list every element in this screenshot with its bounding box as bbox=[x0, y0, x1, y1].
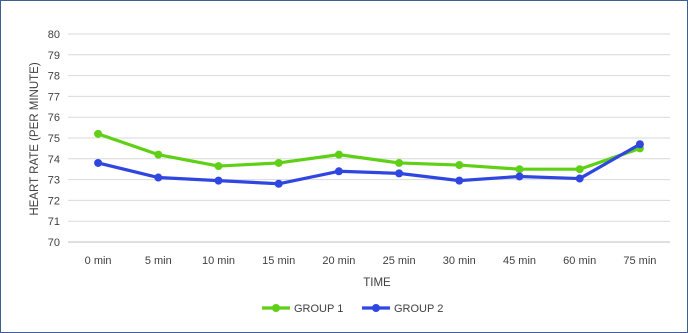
y-tick-label: 75 bbox=[48, 133, 60, 145]
y-tick-label: 76 bbox=[48, 112, 60, 124]
data-point bbox=[515, 172, 524, 181]
data-point bbox=[334, 167, 343, 176]
y-tick-label: 72 bbox=[48, 195, 60, 207]
data-point bbox=[154, 173, 163, 182]
legend-label: GROUP 2 bbox=[394, 303, 443, 315]
data-point bbox=[635, 140, 644, 149]
data-point bbox=[395, 158, 404, 167]
legend: GROUP 1 GROUP 2 bbox=[262, 303, 443, 315]
x-tick-label: 60 min bbox=[563, 255, 596, 267]
series-lines bbox=[94, 129, 644, 188]
x-tick-label: 30 min bbox=[443, 255, 476, 267]
series-line bbox=[96, 132, 642, 171]
y-tick-label: 73 bbox=[48, 175, 60, 187]
data-point bbox=[575, 165, 584, 174]
y-tick-label: 70 bbox=[48, 237, 60, 249]
data-point bbox=[214, 162, 223, 171]
data-point bbox=[274, 179, 283, 188]
data-point bbox=[334, 150, 343, 159]
x-tick-label: 5 min bbox=[145, 255, 172, 267]
data-point bbox=[515, 165, 524, 174]
x-tick-label: 20 min bbox=[322, 255, 355, 267]
series-line bbox=[96, 142, 642, 186]
gridlines bbox=[68, 33, 670, 243]
legend-swatch-marker bbox=[372, 304, 380, 312]
data-point bbox=[214, 176, 223, 185]
series-2 bbox=[94, 140, 644, 188]
legend-label: GROUP 1 bbox=[294, 303, 343, 315]
y-axis-title: HEART RATE (PER MINUTE) bbox=[29, 62, 41, 216]
data-point bbox=[455, 176, 464, 185]
y-tick-labels: 70 71 72 73 74 75 76 77 78 79 80 bbox=[48, 29, 60, 249]
legend-entry: GROUP 1 bbox=[262, 303, 343, 315]
x-tick-label: 25 min bbox=[383, 255, 416, 267]
x-tick-label: 0 min bbox=[85, 255, 112, 267]
legend-entry: GROUP 2 bbox=[362, 303, 443, 315]
x-tick-label: 15 min bbox=[262, 255, 295, 267]
data-point bbox=[575, 174, 584, 183]
data-point bbox=[94, 158, 103, 167]
y-tick-label: 79 bbox=[48, 50, 60, 62]
data-point bbox=[395, 169, 404, 178]
data-point bbox=[274, 158, 283, 167]
series-1 bbox=[94, 129, 644, 174]
y-tick-label: 74 bbox=[48, 154, 60, 166]
x-tick-label: 75 min bbox=[623, 255, 656, 267]
data-point bbox=[455, 161, 464, 170]
legend-swatch-marker bbox=[272, 304, 280, 312]
x-tick-labels: 0 min 5 min 10 min 15 min 20 min 25 min 30 min… bbox=[85, 255, 657, 267]
x-tick-label: 45 min bbox=[503, 255, 536, 267]
x-axis-title: TIME bbox=[363, 277, 391, 289]
data-point bbox=[154, 150, 163, 159]
y-tick-label: 71 bbox=[48, 216, 60, 228]
y-tick-label: 77 bbox=[48, 91, 60, 103]
x-tick-label: 10 min bbox=[202, 255, 235, 267]
y-tick-label: 80 bbox=[48, 29, 60, 41]
y-tick-label: 78 bbox=[48, 71, 60, 83]
data-point bbox=[94, 129, 103, 138]
